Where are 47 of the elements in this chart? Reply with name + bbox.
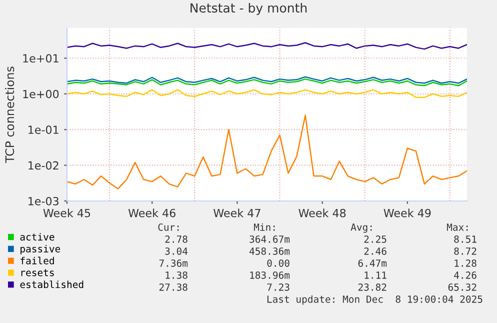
text: Last update: Mon Dec 8 19:00:04 2025	[267, 295, 482, 305]
text: 183.96m	[250, 271, 290, 279]
line-series	[67, 78, 467, 86]
text: 2.46	[364, 247, 386, 255]
y-tick-label: 1e-03	[28, 196, 58, 206]
text: 1.38	[166, 271, 188, 279]
text: 6.47m	[358, 259, 387, 267]
text: Cur:	[158, 223, 179, 231]
y-axis-title: TCP connections	[5, 66, 14, 163]
legend-label: established	[20, 280, 84, 288]
legend-label: passive	[20, 244, 60, 254]
text: 65.32	[448, 283, 476, 291]
chart-title: Netstat - by month	[190, 2, 307, 16]
text: 2.78	[165, 235, 188, 243]
text: 8.51	[454, 235, 476, 243]
text: 7.23	[267, 283, 290, 291]
legend-label: resets	[21, 269, 54, 276]
text: 364.67m	[250, 235, 290, 243]
text: 2.25	[364, 235, 386, 243]
text: 0.00	[267, 259, 290, 267]
text: 1.28	[454, 259, 476, 267]
x-tick-label: Week 45	[43, 208, 90, 218]
text: 27.38	[159, 283, 188, 291]
line-series	[67, 114, 467, 190]
legend-label: active	[20, 233, 54, 241]
legend-label: failed	[20, 256, 54, 264]
text: 4.26	[454, 271, 476, 279]
x-tick-label: Week 47	[214, 208, 260, 218]
text: 8.72	[454, 247, 476, 255]
line-series	[67, 76, 467, 84]
text: 7.36m	[159, 259, 188, 267]
text: Avg:	[350, 224, 372, 233]
text: 1.11	[364, 272, 386, 279]
y-tick-label: 1e+00	[23, 90, 59, 98]
x-tick-label: Week 49	[384, 208, 431, 218]
line-series	[67, 89, 467, 98]
text: Max:	[446, 224, 468, 231]
x-tick-label: Week 46	[128, 208, 176, 218]
y-tick-label: 1e-02	[28, 161, 58, 170]
text: 3.04	[165, 247, 188, 255]
x-tick-label: Week 48	[298, 208, 346, 218]
line-series	[67, 42, 467, 50]
text: Min:	[254, 223, 275, 231]
y-tick-label: 1e+01	[23, 54, 58, 63]
text: 23.82	[358, 283, 386, 291]
text: 458.36m	[250, 247, 290, 255]
y-tick-label: 1e-01	[28, 126, 58, 134]
